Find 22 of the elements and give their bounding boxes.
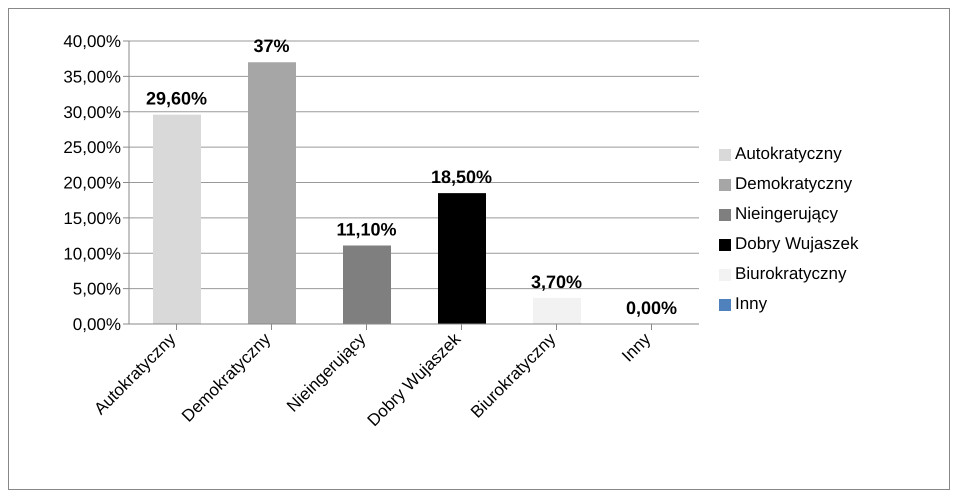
data-label: 11,10%: [336, 219, 397, 240]
y-tick-label: 0,00%: [72, 315, 121, 334]
y-tick-label: 40,00%: [63, 32, 121, 52]
x-tick-label: Inny: [618, 329, 655, 366]
y-tick-label: 10,00%: [63, 244, 121, 264]
y-tick-label: 20,00%: [63, 174, 121, 193]
data-label: 29,60%: [146, 88, 208, 109]
y-tick-label: 5,00%: [72, 280, 121, 299]
y-tick-label: 30,00%: [63, 102, 121, 122]
legend-label: Demokratyczny: [735, 174, 852, 193]
legend-label: Biurokratyczny: [735, 264, 846, 283]
legend-label: Nieingerujący: [735, 204, 838, 223]
data-label: 0,00%: [626, 298, 678, 318]
data-label: 3,70%: [530, 272, 582, 292]
data-label: 37%: [253, 36, 290, 56]
data-label: 18,50%: [430, 167, 492, 188]
legend-label: Inny: [735, 294, 768, 313]
legend-label: Autokratyczny: [735, 144, 842, 163]
legend-label: Dobry Wujaszek: [735, 234, 858, 253]
y-tick-label: 15,00%: [63, 208, 121, 228]
y-tick-label: 25,00%: [63, 138, 121, 158]
y-tick-label: 35,00%: [63, 67, 121, 86]
